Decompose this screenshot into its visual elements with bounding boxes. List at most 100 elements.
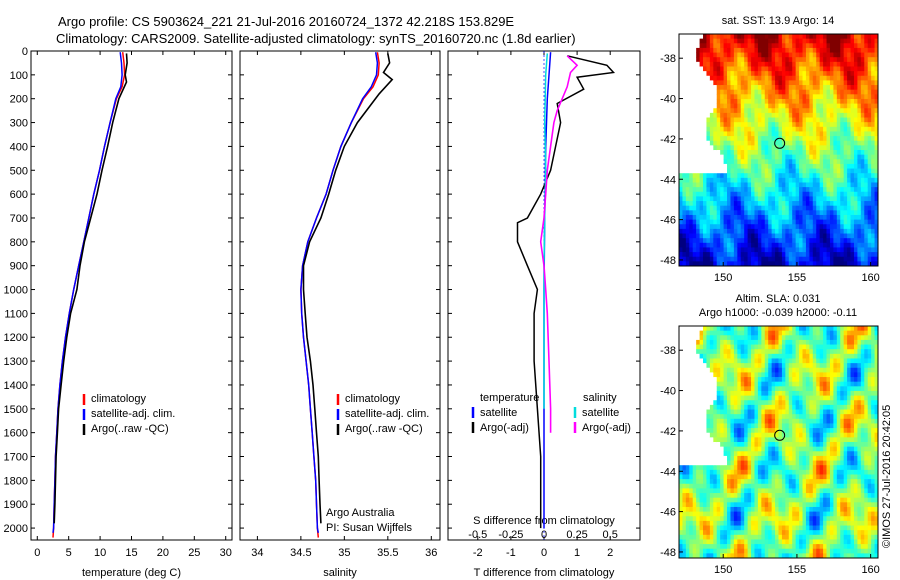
- sla-map-cell: [775, 502, 779, 508]
- sst-map-cell: [696, 173, 700, 179]
- sla-map-cell: [781, 465, 786, 471]
- sst-map-cell: [768, 122, 773, 128]
- sst-map-cell: [709, 182, 714, 188]
- sla-map-cell: [751, 335, 755, 341]
- sst-map-cell: [847, 191, 851, 197]
- sst-map-cell: [857, 47, 862, 53]
- sst-map-cell: [706, 145, 711, 151]
- sst-map-cell: [850, 242, 855, 248]
- sst-map-cell: [816, 43, 821, 49]
- sst-map-cell: [699, 108, 704, 114]
- sla-map-cell: [703, 511, 707, 517]
- sst-map-cell: [805, 34, 810, 40]
- sla-map-cell: [781, 474, 786, 480]
- sst-map-cell: [751, 94, 755, 100]
- sst-map-cell: [682, 47, 687, 53]
- sst-map-cell: [764, 52, 769, 58]
- sla-map-cell: [747, 330, 752, 336]
- sst-map-cell: [823, 34, 827, 40]
- sst-map-cell: [802, 117, 807, 123]
- sst-map-cell: [874, 261, 879, 267]
- sla-map-cell: [775, 516, 779, 522]
- sst-map-cell: [727, 98, 731, 104]
- sla-map-cell: [679, 400, 683, 406]
- sst-map-cell: [826, 34, 831, 40]
- sst-map-cell: [682, 256, 687, 262]
- sla-map-cell: [720, 326, 724, 332]
- sst-map-cell: [761, 75, 766, 81]
- sst-map-cell: [874, 103, 879, 109]
- sst-map-cell: [696, 80, 700, 86]
- sst-map-cell: [819, 182, 824, 188]
- sst-map-cell: [754, 154, 759, 160]
- sst-map-cell: [775, 205, 779, 211]
- sst-map-cell: [874, 122, 879, 128]
- sla-map-cell: [709, 455, 714, 461]
- sla-map-cell: [747, 460, 752, 466]
- sst-map-cell: [682, 201, 687, 207]
- sst-map-cell: [778, 201, 783, 207]
- sla-map-cell: [764, 502, 769, 508]
- sst-map-cell: [843, 242, 848, 248]
- sst-map-cell: [706, 103, 711, 109]
- sst-map-cell: [730, 214, 735, 220]
- sla-map-cell: [706, 353, 711, 359]
- sst-map-cell: [819, 136, 824, 142]
- sst-map-cell: [730, 219, 735, 225]
- sla-map-cell: [785, 377, 790, 383]
- sst-map-cell: [802, 159, 807, 165]
- sst-map-cell: [781, 196, 786, 202]
- sst-map-cell: [754, 205, 759, 211]
- sla-map-cell: [723, 455, 728, 461]
- sst-map-cell: [744, 187, 749, 193]
- sst-map-cell: [723, 256, 728, 262]
- sst-map-cell: [771, 52, 776, 58]
- sst-map-cell: [754, 163, 759, 169]
- sst-map-cell: [764, 103, 769, 109]
- sst-map-cell: [874, 71, 879, 77]
- sla-map-cell: [781, 400, 786, 406]
- sla-map-cell: [733, 390, 738, 396]
- sla-map-cell: [751, 455, 755, 461]
- sst-map-cell: [778, 247, 783, 253]
- sla-map-cell: [713, 511, 718, 517]
- sla-map-cell: [727, 353, 731, 359]
- sst-map-cell: [833, 159, 838, 165]
- sla-map-cell: [781, 469, 786, 475]
- sla-map-cell: [764, 548, 769, 554]
- sla-map-cell: [761, 530, 766, 536]
- sst-map-cell: [792, 57, 797, 63]
- sst-map-cell: [823, 80, 827, 86]
- sla-map-cell: [733, 363, 738, 369]
- sst-map-cell: [764, 182, 769, 188]
- sst-map-cell: [692, 163, 697, 169]
- sla-map-cell: [689, 548, 694, 554]
- sst-map-cell: [816, 261, 821, 267]
- sst-map-cell: [733, 61, 738, 67]
- sst-map-cell: [737, 38, 742, 44]
- sst-map-cell: [761, 61, 766, 67]
- sst-map-cell: [874, 150, 879, 156]
- sst-map-cell: [737, 238, 742, 244]
- sst-map-cell: [812, 103, 817, 109]
- sst-map-cell: [867, 154, 872, 160]
- sst-map-cell: [682, 122, 687, 128]
- sst-map-cell: [713, 214, 718, 220]
- sst-map-cell: [682, 163, 687, 169]
- sla-map-cell: [706, 339, 711, 345]
- sst-map-cell: [768, 57, 773, 63]
- sla-map-cell: [792, 446, 797, 452]
- sst-map-cell: [874, 182, 879, 188]
- sst-map-cell: [795, 108, 800, 114]
- sst-map-cell: [679, 150, 683, 156]
- sst-map-cell: [819, 173, 824, 179]
- sla-map-cell: [768, 455, 773, 461]
- sst-map-cell: [778, 210, 783, 216]
- sst-map-cell: [819, 163, 824, 169]
- sst-map-cell: [809, 43, 814, 49]
- sst-map-cell: [751, 98, 755, 104]
- sst-map-cell: [716, 140, 721, 146]
- sla-map-cell: [764, 372, 769, 378]
- sla-map-cell: [747, 511, 752, 517]
- sst-map-cell: [826, 47, 831, 53]
